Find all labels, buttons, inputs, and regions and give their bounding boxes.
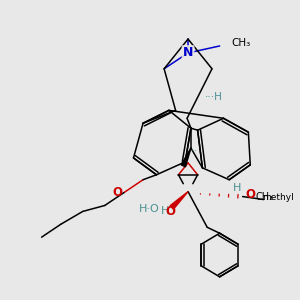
Text: ···: ··· [189,148,197,157]
Text: O: O [112,186,122,199]
Text: ···H: ···H [205,92,223,101]
Text: CH₃: CH₃ [231,38,250,48]
Polygon shape [181,148,191,167]
Text: O: O [245,188,256,201]
Text: H: H [233,183,242,193]
Text: H·O: H·O [139,204,159,214]
Text: CH₃: CH₃ [255,192,273,202]
Text: N: N [183,46,193,59]
Text: N: N [183,46,193,59]
Polygon shape [170,192,188,209]
Text: H: H [160,206,169,216]
Text: O: O [166,205,176,218]
Text: methyl: methyl [262,193,293,202]
